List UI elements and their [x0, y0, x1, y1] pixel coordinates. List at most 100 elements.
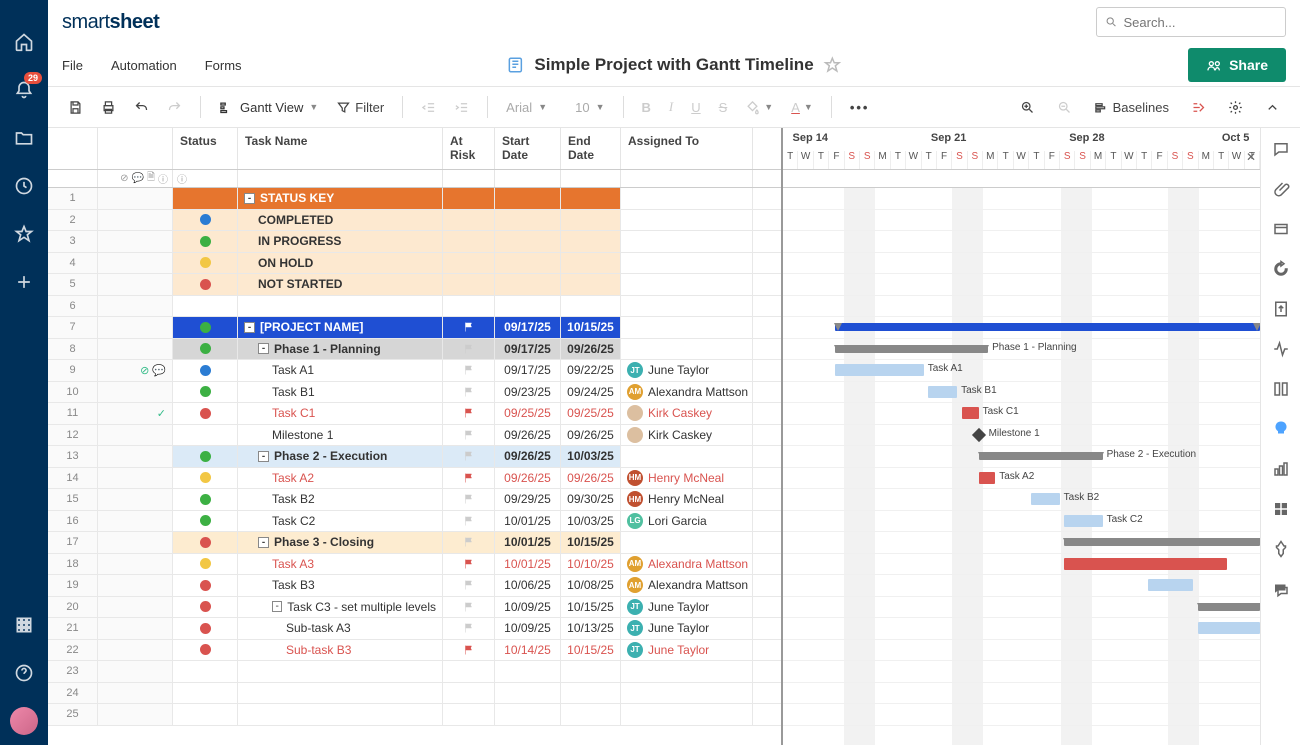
- critical-path-button[interactable]: [1185, 96, 1212, 119]
- gantt-bar[interactable]: [928, 386, 957, 398]
- text-color-button[interactable]: A▼: [785, 96, 819, 119]
- expand-toggle[interactable]: -: [258, 343, 269, 354]
- filter-button[interactable]: Filter: [330, 96, 390, 119]
- gantt-body[interactable]: Phase 1 - PlanningTask A1Task B1Task C1M…: [783, 188, 1260, 745]
- menu-automation[interactable]: Automation: [111, 58, 177, 73]
- table-row[interactable]: 3IN PROGRESS: [48, 231, 781, 253]
- table-row[interactable]: 6: [48, 296, 781, 318]
- folder-icon[interactable]: [10, 124, 38, 152]
- attachments-icon[interactable]: [1272, 180, 1290, 198]
- pin-icon[interactable]: [1272, 540, 1290, 558]
- table-row[interactable]: 18Task A310/01/2510/10/25AMAlexandra Mat…: [48, 554, 781, 576]
- publish-icon[interactable]: [1272, 300, 1290, 318]
- gantt-bar[interactable]: [1198, 603, 1260, 611]
- table-row[interactable]: 21Sub-task A310/09/2510/13/25JTJune Tayl…: [48, 618, 781, 640]
- gantt-close-button[interactable]: ✕: [1246, 150, 1256, 164]
- gantt-bar[interactable]: [1198, 622, 1260, 634]
- table-row[interactable]: 13-Phase 2 - Execution09/26/2510/03/25: [48, 446, 781, 468]
- table-row[interactable]: 25: [48, 704, 781, 726]
- favorites-icon[interactable]: [10, 220, 38, 248]
- table-row[interactable]: 12Milestone 109/26/2509/26/25Kirk Caskey: [48, 425, 781, 447]
- gantt-bar[interactable]: [1148, 579, 1193, 591]
- gantt-bar[interactable]: [979, 452, 1103, 460]
- table-row[interactable]: 15Task B209/29/2509/30/25HMHenry McNeal: [48, 489, 781, 511]
- work-insights-icon[interactable]: [1272, 460, 1290, 478]
- col-header-assigned[interactable]: Assigned To: [621, 128, 753, 169]
- search-input[interactable]: [1124, 15, 1278, 30]
- gantt-bar[interactable]: [1031, 493, 1060, 505]
- share-button[interactable]: Share: [1188, 48, 1286, 82]
- more-button[interactable]: •••: [844, 96, 876, 119]
- table-row[interactable]: 24: [48, 683, 781, 705]
- italic-button[interactable]: I: [663, 95, 679, 119]
- table-row[interactable]: 10Task B109/23/2509/24/25AMAlexandra Mat…: [48, 382, 781, 404]
- expand-toggle[interactable]: -: [244, 322, 255, 333]
- table-row[interactable]: 2COMPLETED: [48, 210, 781, 232]
- summary-icon[interactable]: [1272, 380, 1290, 398]
- baselines-button[interactable]: Baselines: [1088, 96, 1175, 119]
- update-requests-icon[interactable]: [1272, 260, 1290, 278]
- gantt-bar[interactable]: [835, 323, 1260, 331]
- recents-icon[interactable]: [10, 172, 38, 200]
- comments-icon[interactable]: [1272, 140, 1290, 158]
- table-row[interactable]: 23: [48, 661, 781, 683]
- gantt-bar[interactable]: [979, 472, 996, 484]
- save-button[interactable]: [62, 96, 89, 119]
- strike-button[interactable]: S: [713, 96, 734, 119]
- col-header-status[interactable]: Status: [173, 128, 238, 169]
- document-title[interactable]: Simple Project with Gantt Timeline: [534, 55, 813, 75]
- proofs-icon[interactable]: [1272, 220, 1290, 238]
- indent-button[interactable]: [448, 96, 475, 119]
- table-row[interactable]: 22Sub-task B310/14/2510/15/25JTJune Tayl…: [48, 640, 781, 662]
- approval-icon[interactable]: ✓: [157, 407, 166, 420]
- collapse-button[interactable]: [1259, 96, 1286, 119]
- gantt-bar[interactable]: [835, 364, 923, 376]
- home-icon[interactable]: [10, 28, 38, 56]
- comment-icon[interactable]: 💬: [152, 364, 166, 377]
- table-row[interactable]: 9⊘💬Task A109/17/2509/22/25JTJune Taylor: [48, 360, 781, 382]
- activity-log-icon[interactable]: [1272, 340, 1290, 358]
- logo[interactable]: smartsheet: [62, 11, 159, 34]
- col-header-end[interactable]: End Date: [561, 128, 621, 169]
- expand-toggle[interactable]: -: [258, 537, 269, 548]
- search-box[interactable]: [1096, 7, 1286, 37]
- settings-button[interactable]: [1222, 96, 1249, 119]
- undo-button[interactable]: [128, 96, 155, 119]
- table-row[interactable]: 1-STATUS KEY: [48, 188, 781, 210]
- table-row[interactable]: 19Task B310/06/2510/08/25AMAlexandra Mat…: [48, 575, 781, 597]
- zoom-in-button[interactable]: [1014, 96, 1041, 119]
- table-row[interactable]: 4ON HOLD: [48, 253, 781, 275]
- col-header-risk[interactable]: At Risk: [443, 128, 495, 169]
- gantt-bar[interactable]: [1064, 515, 1102, 527]
- apps-icon[interactable]: [10, 611, 38, 639]
- expand-toggle[interactable]: -: [244, 193, 255, 204]
- redo-button[interactable]: [161, 96, 188, 119]
- menu-forms[interactable]: Forms: [205, 58, 242, 73]
- gantt-bar[interactable]: [1064, 538, 1260, 546]
- zoom-out-button[interactable]: [1051, 96, 1078, 119]
- view-dropdown[interactable]: Gantt View▼: [213, 98, 324, 117]
- gantt-bar[interactable]: [962, 407, 979, 419]
- table-row[interactable]: 7-[PROJECT NAME]09/17/2510/15/25: [48, 317, 781, 339]
- help-icon[interactable]: [10, 659, 38, 687]
- menu-file[interactable]: File: [62, 58, 83, 73]
- notifications-icon[interactable]: 29: [10, 76, 38, 104]
- dashboards-icon[interactable]: [1272, 500, 1290, 518]
- table-row[interactable]: 5NOT STARTED: [48, 274, 781, 296]
- table-row[interactable]: 17-Phase 3 - Closing10/01/2510/15/25: [48, 532, 781, 554]
- expand-toggle[interactable]: -: [258, 451, 269, 462]
- table-row[interactable]: 11✓Task C109/25/2509/25/25Kirk Caskey: [48, 403, 781, 425]
- print-button[interactable]: [95, 96, 122, 119]
- conversations-icon[interactable]: [1272, 580, 1290, 598]
- user-avatar[interactable]: [10, 707, 38, 735]
- font-size-dropdown[interactable]: 10▼: [569, 98, 610, 117]
- milestone-marker[interactable]: [971, 427, 985, 441]
- table-row[interactable]: 8-Phase 1 - Planning09/17/2509/26/25: [48, 339, 781, 361]
- gantt-bar[interactable]: [835, 345, 988, 353]
- table-row[interactable]: 16Task C210/01/2510/03/25LGLori Garcia: [48, 511, 781, 533]
- col-header-start[interactable]: Start Date: [495, 128, 561, 169]
- bold-button[interactable]: B: [636, 96, 657, 119]
- font-dropdown[interactable]: Arial▼: [500, 98, 553, 117]
- star-icon[interactable]: [824, 56, 842, 74]
- table-row[interactable]: 20-Task C3 - set multiple levels10/09/25…: [48, 597, 781, 619]
